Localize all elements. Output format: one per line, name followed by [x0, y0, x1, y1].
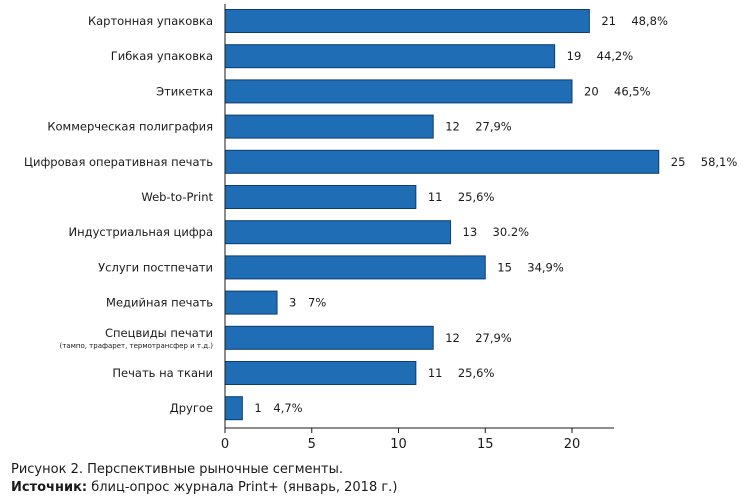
- figure-caption: Рисунок 2. Перспективные рыночные сегмен…: [11, 461, 343, 478]
- bar: [224, 361, 417, 385]
- source-text: блиц-опрос журнала Print+ (январь, 2018 …: [87, 480, 398, 495]
- bar-chart: Картонная упаковка 21 48,8% Гибкая упаковка…: [24, 4, 738, 452]
- source-caption: Источник: блиц-опрос журнала Print+ (янв…: [11, 479, 397, 496]
- bar: [224, 325, 434, 350]
- category-label: Спецвиды печати: [105, 326, 213, 340]
- bar: [224, 396, 243, 421]
- bar: [224, 114, 434, 139]
- bar: [224, 149, 660, 174]
- percent-label: 58,1%: [701, 155, 738, 169]
- percent-label: 27,9%: [475, 120, 512, 134]
- bar: [224, 185, 417, 209]
- value-label: 21: [601, 14, 616, 28]
- bar: [224, 79, 573, 104]
- category-label: Медийная печать: [106, 296, 213, 310]
- category-label: Коммерческая полиграфия: [47, 120, 213, 134]
- value-label: 12: [445, 331, 460, 345]
- percent-label: 4,7%: [273, 401, 302, 415]
- category-label: Гибкая упаковка: [111, 49, 213, 63]
- value-label: 13: [463, 225, 478, 239]
- category-label: Web-to-Print: [141, 190, 213, 204]
- value-label: 20: [584, 84, 599, 98]
- value-label: 19: [567, 49, 582, 63]
- bar: [224, 9, 590, 33]
- percent-label: 25,6%: [458, 366, 495, 380]
- category-label: Другое: [170, 401, 213, 415]
- x-tick-label: 10: [390, 437, 407, 452]
- value-label: 12: [445, 120, 460, 134]
- bar: [224, 44, 556, 69]
- category-label: Печать на ткани: [112, 366, 213, 380]
- value-label: 1: [254, 401, 261, 415]
- category-label: Услуги постпечати: [98, 260, 213, 274]
- source-label: Источник:: [11, 480, 88, 495]
- category-label: Индустриальная цифра: [69, 225, 213, 239]
- bar: [224, 290, 278, 315]
- figure-label: Рисунок 2.: [11, 462, 83, 477]
- percent-label: 30.2%: [493, 225, 530, 239]
- figure-title: Перспективные рыночные сегменты.: [82, 462, 344, 477]
- category-label: Цифровая оперативная печать: [24, 155, 213, 169]
- category-label: Картонная упаковка: [88, 14, 213, 28]
- value-label: 15: [497, 260, 512, 274]
- bar: [224, 255, 486, 280]
- value-label: 25: [671, 155, 686, 169]
- percent-label: 27,9%: [475, 331, 512, 345]
- x-tick-label: 5: [308, 437, 316, 452]
- percent-label: 48,8%: [631, 14, 668, 28]
- x-tick-label: 20: [564, 437, 581, 452]
- x-tick-label: 0: [221, 437, 229, 452]
- category-note: (тампо, трафарет, термотрансфер и т.д.): [59, 342, 213, 350]
- value-label: 11: [428, 190, 443, 204]
- value-label: 11: [428, 366, 443, 380]
- value-label: 3: [289, 296, 296, 310]
- category-label: Этикетка: [156, 84, 213, 98]
- percent-label: 25,6%: [458, 190, 495, 204]
- percent-label: 7%: [308, 296, 326, 310]
- x-tick-label: 15: [477, 437, 494, 452]
- bar: [224, 220, 452, 245]
- percent-label: 44,2%: [597, 49, 634, 63]
- percent-label: 34,9%: [527, 260, 564, 274]
- percent-label: 46,5%: [614, 84, 651, 98]
